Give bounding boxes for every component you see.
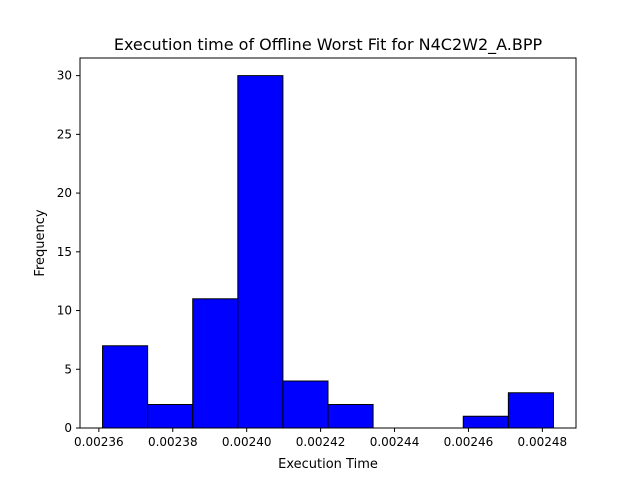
y-tick-label: 10	[57, 304, 72, 318]
histogram-bar	[237, 75, 284, 429]
y-axis-ticks: 0 5 10 15 20 25 30	[57, 69, 80, 435]
y-axis-label: Frequency	[33, 209, 48, 276]
histogram-bar	[282, 380, 329, 429]
histogram-bar	[102, 345, 149, 429]
x-tick-label: 0.00236	[74, 435, 124, 449]
y-tick-label: 25	[57, 127, 72, 141]
y-tick-label: 0	[64, 421, 72, 435]
histogram-bar	[462, 415, 509, 429]
x-tick-label: 0.00244	[370, 435, 420, 449]
x-tick-label: 0.00238	[148, 435, 198, 449]
y-tick-label: 30	[57, 69, 72, 83]
x-axis-label: Execution Time	[278, 457, 378, 472]
y-tick-label: 5	[64, 362, 72, 376]
x-tick-label: 0.00242	[296, 435, 346, 449]
chart-title: Execution time of Offline Worst Fit for …	[114, 35, 543, 55]
histogram-bar	[507, 392, 554, 429]
x-tick-label: 0.00248	[518, 435, 568, 449]
histogram-bar	[147, 404, 194, 429]
plot-frame	[79, 57, 577, 429]
x-tick-label: 0.00246	[444, 435, 494, 449]
x-axis-ticks: 0.00236 0.00238 0.00240 0.00242 0.00244 0.002…	[74, 428, 567, 449]
bars-group	[102, 75, 554, 429]
histogram-bar	[192, 298, 239, 429]
histogram-bar	[327, 404, 374, 429]
y-tick-label: 15	[57, 245, 72, 259]
x-tick-label: 0.00240	[222, 435, 272, 449]
y-tick-label: 20	[57, 186, 72, 200]
